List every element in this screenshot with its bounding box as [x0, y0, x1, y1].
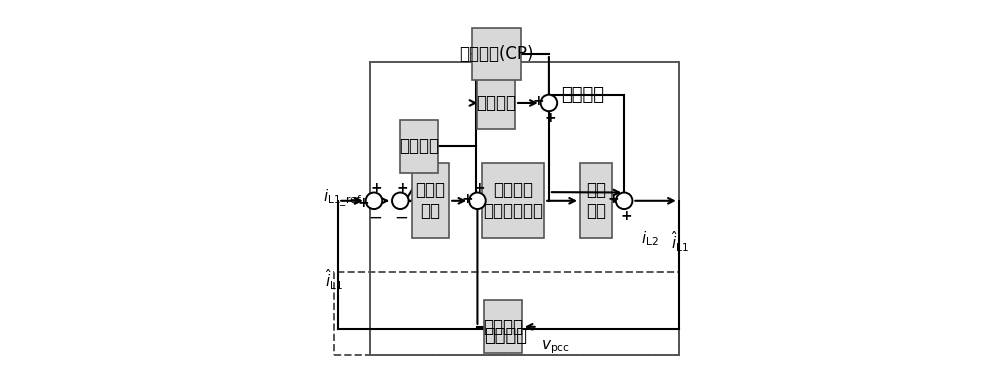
FancyBboxPatch shape: [482, 163, 544, 238]
Text: 高频阻尼: 高频阻尼: [399, 137, 439, 155]
FancyBboxPatch shape: [412, 163, 449, 238]
Text: +: +: [473, 181, 485, 195]
Text: −: −: [368, 209, 382, 227]
Bar: [334, 272, 679, 355]
Text: 电流重构: 电流重构: [476, 94, 516, 112]
FancyBboxPatch shape: [484, 301, 522, 353]
Text: +: +: [620, 209, 632, 223]
Text: 比例控
制器: 比例控 制器: [415, 182, 445, 220]
Text: 时间延迟
（一拍延迟）: 时间延迟 （一拍延迟）: [483, 182, 543, 220]
Circle shape: [392, 193, 409, 209]
Text: +: +: [545, 111, 557, 125]
Text: 前向通道: 前向通道: [561, 86, 604, 105]
FancyBboxPatch shape: [400, 120, 438, 172]
Text: 反馈通道: 反馈通道: [484, 327, 527, 345]
Text: $\hat{i}_{\mathrm{L1}}$: $\hat{i}_{\mathrm{L1}}$: [671, 230, 689, 254]
Text: +: +: [461, 192, 473, 206]
FancyBboxPatch shape: [580, 163, 612, 238]
Circle shape: [616, 193, 632, 209]
Text: +: +: [370, 181, 382, 195]
Circle shape: [366, 193, 382, 209]
Text: $i_{\mathrm{L2}}$: $i_{\mathrm{L2}}$: [641, 229, 659, 248]
Text: 控制
对象: 控制 对象: [586, 182, 606, 220]
Text: +: +: [396, 181, 408, 195]
Text: +: +: [533, 94, 544, 108]
Text: 预测单元(CP): 预测单元(CP): [459, 45, 533, 63]
Text: −: −: [394, 209, 408, 227]
FancyBboxPatch shape: [472, 28, 521, 80]
Circle shape: [469, 193, 486, 209]
Bar: [370, 61, 679, 355]
FancyBboxPatch shape: [477, 77, 515, 129]
Text: $\hat{i}_{\mathrm{L1}}$: $\hat{i}_{\mathrm{L1}}$: [325, 268, 343, 292]
Text: $v_{\mathrm{pcc}}$: $v_{\mathrm{pcc}}$: [541, 339, 570, 356]
Text: 前馈系数: 前馈系数: [483, 318, 523, 336]
Circle shape: [541, 95, 557, 111]
Text: $i_{\mathrm{L1\_ref}}$: $i_{\mathrm{L1\_ref}}$: [323, 188, 362, 210]
Text: +: +: [358, 196, 369, 210]
Text: +: +: [607, 192, 619, 206]
